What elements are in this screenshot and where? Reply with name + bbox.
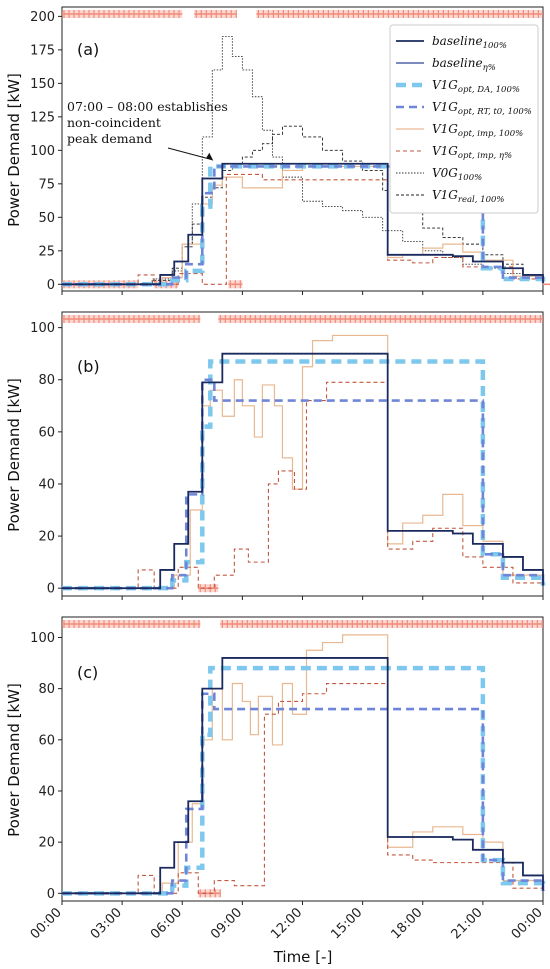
series-imp_eta	[62, 381, 544, 589]
annotation-arrow	[167, 147, 213, 161]
series-realtime	[62, 692, 545, 895]
y-tick-label: 125	[30, 110, 55, 125]
x-tick-label: 09:00	[208, 905, 245, 942]
x-tick-label: 15:00	[328, 905, 365, 942]
annotation-arrowhead	[206, 152, 214, 161]
x-tick-label: 00:00	[509, 905, 546, 942]
y-tick-label: 175	[30, 43, 55, 58]
legend-entry: V1Gopt, RT, t0, 100%	[432, 100, 532, 117]
y-tick-label: 20	[38, 836, 55, 851]
annotation-line-2: non-coincident	[67, 115, 161, 130]
annotation-line-1: 07:00 – 08:00 establishes	[67, 99, 228, 114]
panel-label-b: (b)	[77, 357, 100, 376]
plot-frame	[61, 616, 544, 902]
series-dayahead	[62, 665, 546, 896]
panel-label-a: (a)	[77, 40, 99, 59]
panel-c: 0 20 40 60 80 100 00:00 03:00 06:00 09:00 12:00 15:…	[28, 616, 546, 942]
y-tick-label: 100	[30, 144, 55, 159]
y-tick-label: 80	[38, 373, 55, 388]
y-axis-label-c: Power Demand [kW]	[5, 683, 23, 837]
y-axis-label-b: Power Demand [kW]	[5, 378, 23, 532]
y-tick-label: 0	[47, 887, 55, 902]
panel-label-c: (c)	[77, 663, 98, 682]
legend-entry: V1Gopt, imp, 100%	[432, 122, 523, 139]
x-tick-label: 03:00	[88, 905, 125, 942]
series-baseline_100	[62, 352, 544, 590]
annotation-line-3: peak demand	[67, 131, 152, 146]
series-real_100	[62, 125, 544, 285]
series-baseline_100	[62, 162, 544, 286]
y-tick-label: 60	[38, 733, 55, 748]
x-tick-label: 12:00	[268, 905, 305, 942]
y-tick-label: 50	[38, 211, 55, 226]
y-tick-label: 60	[38, 425, 55, 440]
y-tick-label: 80	[38, 682, 55, 697]
panel-a: 0 25 50 75 100 125 150 175 200 baseline100% baseli…	[30, 6, 550, 295]
y-tick-label: 150	[30, 77, 55, 92]
y-axis-label-a: Power Demand [kW]	[5, 73, 23, 227]
y-tick-label: 200	[30, 10, 55, 25]
x-tick-label: 18:00	[388, 905, 425, 942]
legend-entry: V1Gopt, DA, 100%	[432, 78, 520, 95]
panel-b: 0 20 40 60 80 100	[30, 311, 546, 600]
series-v0g_100	[62, 36, 544, 285]
series-realtime	[62, 378, 545, 590]
series-realtime	[62, 165, 545, 286]
y-tick-label: 0	[47, 278, 55, 293]
legend-entry: V1Gopt, imp, η%	[432, 144, 512, 161]
x-tick-label: 00:00	[28, 905, 65, 942]
y-tick-label: 100	[30, 321, 55, 336]
legend-entry: V1Greal, 100%	[432, 188, 504, 205]
x-tick-label: 06:00	[148, 905, 185, 942]
y-tick-label: 100	[30, 631, 55, 646]
legend-entry: baselineη%	[432, 56, 496, 73]
x-tick-label: 21:00	[449, 905, 486, 942]
legend-entry: V0G100%	[432, 166, 482, 183]
y-tick-label: 40	[38, 477, 55, 492]
y-tick-label: 40	[38, 784, 55, 799]
y-tick-label: 25	[38, 244, 55, 259]
y-tick-label: 75	[38, 177, 55, 192]
series-baseline_100	[62, 657, 544, 895]
legend-box	[389, 24, 539, 214]
x-axis-label: Time [-]	[273, 948, 333, 966]
legend-entry: baseline100%	[432, 34, 507, 51]
y-tick-label: 0	[47, 582, 55, 597]
y-tick-label: 20	[38, 530, 55, 545]
